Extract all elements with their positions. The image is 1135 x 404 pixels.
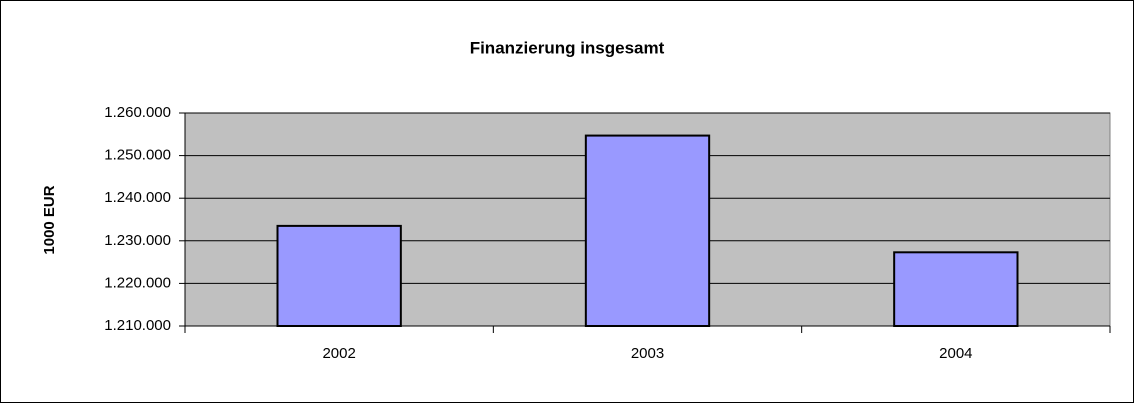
bar — [893, 251, 1019, 327]
y-tick-label: 1.210.000 — [104, 317, 171, 334]
x-tick-label: 2003 — [631, 345, 664, 362]
x-tick-label: 2004 — [939, 345, 972, 362]
y-tick-label: 1.260.000 — [104, 104, 171, 121]
y-tick-label: 1.240.000 — [104, 189, 171, 206]
y-tick-label: 1.250.000 — [104, 147, 171, 164]
bar — [276, 224, 402, 327]
y-tick-label: 1.220.000 — [104, 274, 171, 291]
x-tick-label: 2002 — [322, 345, 355, 362]
y-tick-label: 1.230.000 — [104, 232, 171, 249]
bar — [584, 134, 711, 327]
chart-title: Finanzierung insgesamt — [470, 38, 665, 57]
y-axis-label: 1000 EUR — [41, 185, 58, 254]
